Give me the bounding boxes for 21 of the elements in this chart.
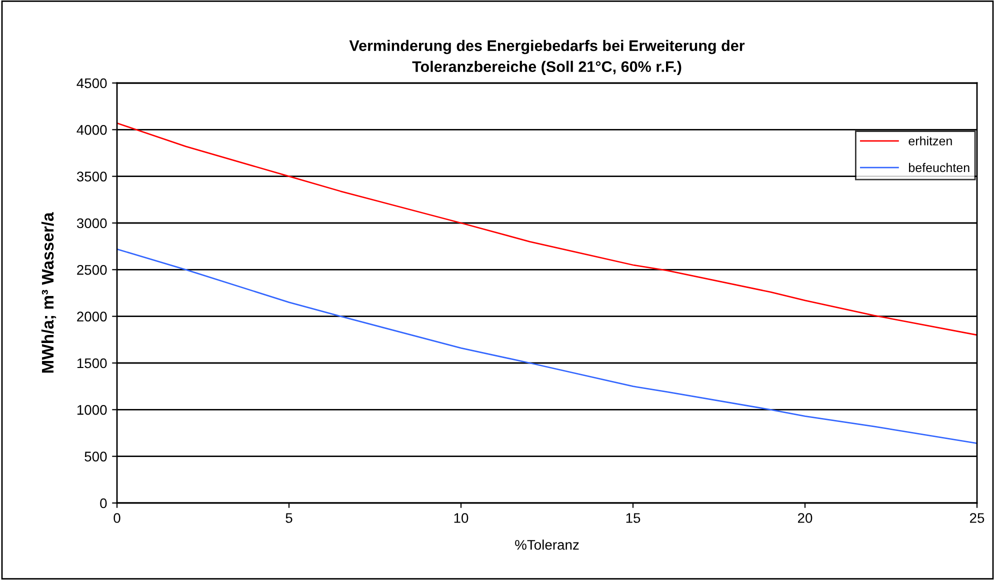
x-tick-label: 5 [286,513,292,523]
x-tick-label: 25 [970,513,984,523]
y-tick-label: 500 [84,452,107,462]
x-tick-label: 10 [454,513,468,523]
y-tick-label: 4000 [76,125,107,135]
y-tick-label: 1000 [77,405,107,415]
y-tick-label: 0 [100,498,107,508]
y-tick-label: 2500 [77,265,107,275]
y-tick-label: 2000 [77,312,107,322]
y-axis-title: MWh/a; m³ Wasser/a [41,212,56,373]
y-tick-label: 1500 [77,358,107,368]
x-tick-label: 15 [626,513,640,523]
y-tick-label: 4500 [76,78,107,88]
y-tick-label: 3500 [76,172,107,182]
x-tick-label: 0 [114,513,120,523]
x-tick-label: 20 [798,513,812,523]
legend-label: erhitzen [908,136,952,146]
y-tick-label: 3000 [76,218,107,228]
x-axis-title: %Toleranz [515,540,579,550]
legend-label: befeuchten [909,162,970,172]
chart-title: Verminderung des Energiebedarfs bei Erweiterung der Toleranzbereiche (Soll 21°C, 60% r.F.) [349,40,745,76]
